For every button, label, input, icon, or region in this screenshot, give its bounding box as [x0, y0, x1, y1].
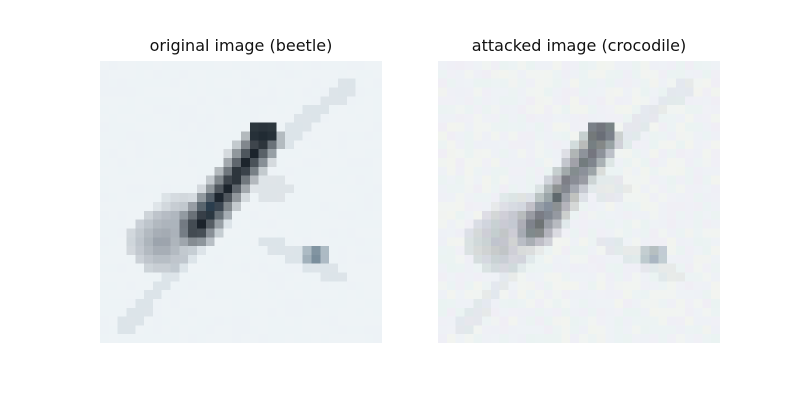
original-image-title: original image (beetle)	[149, 36, 333, 55]
original-image	[100, 61, 382, 343]
panel-original: original image (beetle)	[100, 0, 382, 400]
attacked-image	[438, 61, 720, 343]
panel-attacked: attacked image (crocodile)	[438, 0, 720, 400]
attacked-image-title: attacked image (crocodile)	[471, 36, 687, 55]
